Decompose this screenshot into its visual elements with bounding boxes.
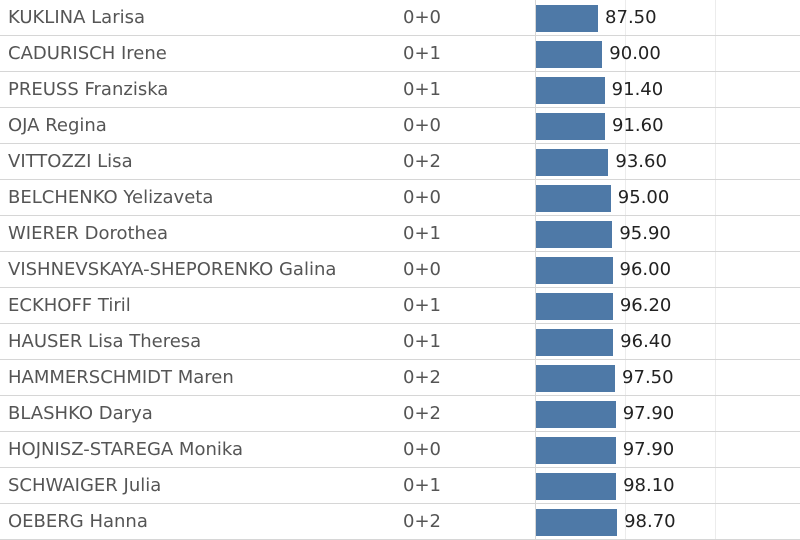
bar [536, 41, 603, 68]
penalty-count: 0+1 [403, 43, 441, 64]
athlete-name: ECKHOFF Tiril [8, 295, 131, 316]
bar-value-label: 93.60 [615, 151, 667, 172]
bar [536, 77, 605, 104]
table-row: HOJNISZ-STAREGA Monika 0+0 97.90 [0, 432, 800, 468]
bar [536, 5, 599, 32]
athlete-name: HAUSER Lisa Theresa [8, 331, 202, 352]
row-separator [0, 287, 800, 288]
bar [536, 221, 613, 248]
bar [536, 473, 617, 500]
bar-value-label: 96.00 [619, 259, 672, 280]
bar [536, 437, 616, 464]
row-separator [0, 251, 800, 252]
table-row: KUKLINA Larisa 0+0 87.50 [0, 0, 800, 36]
athlete-name: KUKLINA Larisa [8, 7, 146, 28]
penalty-count: 0+1 [403, 331, 441, 352]
athlete-name: CADURISCH Irene [8, 43, 167, 64]
table-row: ECKHOFF Tiril 0+1 96.20 [0, 288, 800, 324]
table-row: SCHWAIGER Julia 0+1 98.10 [0, 468, 800, 504]
value-axis-baseline [535, 0, 536, 540]
athlete-name: PREUSS Franziska [8, 79, 169, 100]
penalty-count: 0+0 [403, 115, 441, 136]
penalty-count: 0+2 [403, 511, 441, 532]
bar [536, 185, 611, 212]
table-row: HAUSER Lisa Theresa 0+1 96.40 [0, 324, 800, 360]
penalty-count: 0+1 [403, 475, 441, 496]
athlete-name: VISHNEVSKAYA-SHEPORENKO Galina [8, 259, 337, 280]
bar-value-label: 97.50 [622, 367, 674, 388]
row-separator [0, 395, 800, 396]
table-row: OEBERG Hanna 0+2 98.70 [0, 504, 800, 540]
bar [536, 329, 614, 356]
bar-value-label: 96.40 [620, 331, 672, 352]
bar-value-label: 98.10 [623, 475, 675, 496]
penalty-count: 0+0 [403, 439, 441, 460]
bar [536, 113, 606, 140]
table-row: HAMMERSCHMIDT Maren 0+2 97.50 [0, 360, 800, 396]
bar-value-label: 95.00 [617, 187, 670, 208]
table-row: BELCHENKO Yelizaveta 0+0 95.00 [0, 180, 800, 216]
penalty-count: 0+0 [403, 7, 441, 28]
table-row: WIERER Dorothea 0+1 95.90 [0, 216, 800, 252]
row-separator [0, 107, 800, 108]
bar-value-label: 90.00 [609, 43, 661, 64]
row-separator [0, 323, 800, 324]
row-separator [0, 359, 800, 360]
table-row: CADURISCH Irene 0+1 90.00 [0, 36, 800, 72]
row-separator [0, 503, 800, 504]
penalty-count: 0+1 [403, 295, 441, 316]
athlete-name: SCHWAIGER Julia [8, 475, 162, 496]
row-separator [0, 431, 800, 432]
row-separator [0, 143, 800, 144]
table-row: VISHNEVSKAYA-SHEPORENKO Galina 0+0 96.00 [0, 252, 800, 288]
table-row: OJA Regina 0+0 91.60 [0, 108, 800, 144]
bar-value-label: 97.90 [622, 403, 675, 424]
athlete-name: BLASHKO Darya [8, 403, 153, 424]
athlete-name: OEBERG Hanna [8, 511, 148, 532]
bar [536, 509, 618, 536]
penalty-count: 0+2 [403, 367, 441, 388]
table-row: BLASHKO Darya 0+2 97.90 [0, 396, 800, 432]
athlete-name: WIERER Dorothea [8, 223, 169, 244]
gridline [625, 0, 626, 540]
bar [536, 257, 613, 284]
table-row: PREUSS Franziska 0+1 91.40 [0, 72, 800, 108]
bar-value-label: 87.50 [605, 7, 657, 28]
bar-value-label: 95.90 [619, 223, 671, 244]
athlete-name: OJA Regina [8, 115, 107, 136]
bar-value-label: 96.20 [619, 295, 672, 316]
bar-value-label: 91.60 [612, 115, 664, 136]
row-separator [0, 467, 800, 468]
athlete-name: HAMMERSCHMIDT Maren [8, 367, 234, 388]
row-separator [0, 179, 800, 180]
penalty-count: 0+0 [403, 187, 441, 208]
row-separator [0, 35, 800, 36]
penalty-count: 0+1 [403, 223, 441, 244]
athlete-name: BELCHENKO Yelizaveta [8, 187, 214, 208]
row-separator [0, 71, 800, 72]
penalty-count: 0+1 [403, 79, 441, 100]
penalty-count: 0+2 [403, 151, 441, 172]
bar-value-label: 91.40 [611, 79, 664, 100]
bar-value-label: 97.90 [622, 439, 675, 460]
bar-value-label: 98.70 [624, 511, 676, 532]
gridline [715, 0, 716, 540]
row-separator [0, 215, 800, 216]
bar [536, 401, 616, 428]
athlete-name: HOJNISZ-STAREGA Monika [8, 439, 244, 460]
penalty-count: 0+2 [403, 403, 441, 424]
bar [536, 149, 609, 176]
athlete-name: VITTOZZI Lisa [8, 151, 133, 172]
bar [536, 365, 616, 392]
table-row: VITTOZZI Lisa 0+2 93.60 [0, 144, 800, 180]
bar [536, 293, 613, 320]
penalty-count: 0+0 [403, 259, 441, 280]
